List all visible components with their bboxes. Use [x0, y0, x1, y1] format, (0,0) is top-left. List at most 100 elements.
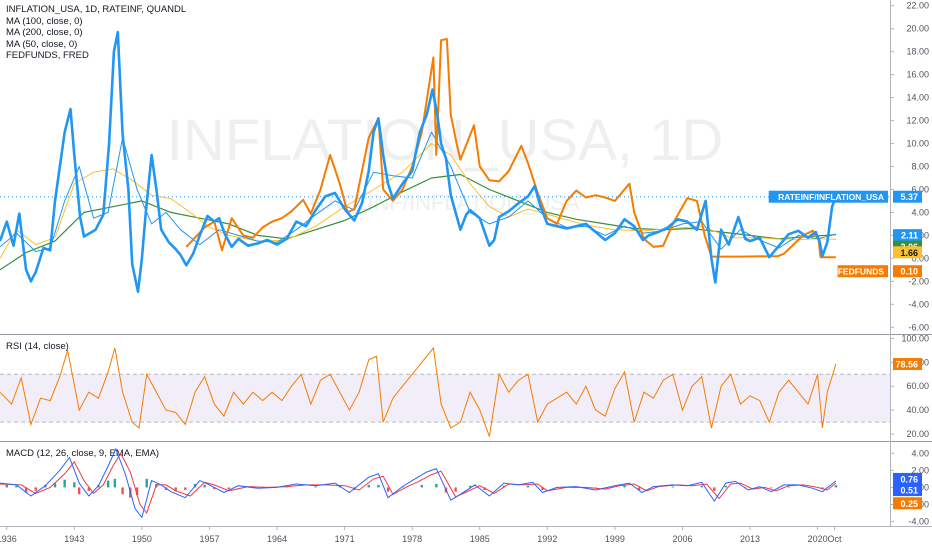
histogram-bar	[73, 482, 76, 488]
histogram-bar	[203, 484, 206, 488]
scale-label-inflation-bg	[768, 190, 888, 203]
x-tick-label: 2020	[808, 534, 828, 544]
y-tick-label: 4.00	[911, 448, 929, 458]
y-tick-label: -4.00	[908, 517, 929, 527]
histogram-bar	[713, 487, 716, 491]
y-tick-label: 60.00	[906, 381, 929, 391]
histogram-bar	[454, 487, 457, 492]
y-tick-label: 10.00	[906, 139, 929, 149]
last-tag-signal: 0.51	[893, 484, 922, 497]
histogram-bar	[77, 487, 81, 495]
last-tag-histogram: 0.25	[893, 497, 922, 510]
last-tag-signal-bg	[893, 484, 922, 497]
last-tag-macd-text: 0.76	[900, 474, 918, 484]
scale-label-inflation: RATEINF/INFLATION_USA	[768, 190, 888, 203]
last-tag-macd: 0.76	[893, 472, 922, 485]
x-tick-label: 1971	[335, 534, 355, 544]
legend-ma50[interactable]: MA (50, close, 0)	[6, 38, 78, 50]
series-inflation	[0, 30, 838, 293]
histogram-bar	[53, 483, 57, 488]
last-tag-rsi: 78.56	[893, 358, 922, 371]
y-tick-label: -6.00	[908, 322, 929, 332]
histogram-bar	[834, 485, 838, 488]
histogram-bar	[113, 478, 117, 488]
legend-ma200[interactable]: MA (200, close, 0)	[6, 27, 83, 38]
y-tick-label: 22.00	[906, 1, 929, 11]
y-tick-label: 8.00	[911, 162, 929, 172]
last-tag-histogram-text: 0.25	[900, 499, 918, 509]
y-tick-label: 14.00	[906, 93, 929, 103]
histogram-bar	[106, 480, 110, 488]
legend-fedfunds[interactable]: FEDFUNDS, FRED	[6, 50, 89, 61]
histogram-bar	[174, 487, 177, 491]
last-tag-signal-text: 0.51	[900, 486, 918, 496]
histogram-bar	[637, 487, 641, 490]
series-signal	[0, 452, 837, 515]
x-tick-label: 1999	[605, 534, 625, 544]
histogram-bar	[135, 487, 139, 496]
histogram-bar	[367, 484, 370, 488]
y-tick-label: 0.00	[911, 253, 929, 263]
histogram-bar	[541, 487, 544, 490]
histogram-bar	[770, 487, 773, 489]
last-tag-rsi-bg	[893, 358, 922, 371]
x-tick-label: 1943	[64, 534, 84, 544]
y-tick-label: 20.00	[906, 429, 929, 439]
histogram-bar	[671, 486, 675, 488]
rsi-legend: RSI (14, close)	[6, 341, 69, 353]
histogram-bar	[145, 478, 148, 488]
last-tag-histogram-bg	[893, 497, 922, 510]
histogram-bar	[377, 484, 380, 488]
macd-legend: MACD (12, 26, close, 9, EMA, EMA)	[6, 448, 159, 460]
x-tick-label: 1950	[132, 534, 152, 544]
last-tag-fedfunds-text: 0.10	[900, 267, 918, 277]
y-tick-label: 18.00	[906, 47, 929, 57]
main-legend: INFLATION_USA, 1D, RATEINF, QUANDL MA (1…	[6, 4, 186, 62]
last-tag-ma100: 2.11	[893, 229, 922, 242]
histogram-bar	[15, 485, 18, 488]
histogram-bar	[420, 484, 424, 488]
last-tag-macd-bg	[893, 472, 922, 485]
series-fedfunds	[185, 38, 836, 259]
last-tag-inflation-bg	[893, 190, 922, 203]
histogram-bar	[227, 487, 230, 490]
last-tag-rsi-text: 78.56	[895, 360, 918, 370]
x-tick-label: 1985	[470, 534, 490, 544]
histogram-bar	[63, 479, 66, 488]
histogram-bar	[314, 486, 317, 488]
y-tick-label: 2.00	[911, 465, 929, 475]
series-macd	[0, 447, 837, 519]
x-tick-label: 1978	[402, 534, 422, 544]
histogram-bar	[184, 487, 187, 490]
histogram-bar	[24, 487, 28, 493]
y-tick-label: -4.00	[908, 299, 929, 309]
last-tag-ma50-bg	[893, 246, 922, 259]
scale-label-fedfunds-text: FEDFUNDS	[838, 267, 885, 277]
y-tick-label: -2.00	[908, 276, 929, 286]
x-tick-label: 1992	[537, 534, 557, 544]
last-tag-inflation-text: 5.37	[900, 192, 918, 202]
legend-macd[interactable]: MACD (12, 26, close, 9, EMA, EMA)	[6, 448, 160, 459]
scale-label-fedfunds-bg	[837, 265, 888, 278]
last-tag-ma50: 1.66	[893, 246, 922, 259]
histogram-bar	[121, 487, 124, 495]
y-tick-label: 20.00	[906, 24, 929, 34]
last-tag-fedfunds-bg	[893, 265, 922, 278]
x-tick-label: Oct	[827, 534, 842, 544]
y-tick-label: 40.00	[906, 405, 929, 415]
y-tick-label: 12.00	[906, 116, 929, 126]
histogram-bar	[468, 485, 472, 488]
x-tick-label: 2006	[672, 534, 692, 544]
legend-rsi[interactable]: RSI (14, close)	[6, 341, 69, 352]
series-rsi	[0, 346, 837, 437]
legend-ma100[interactable]: MA (100, close, 0)	[6, 15, 83, 27]
histogram-bar	[87, 487, 91, 491]
last-tag-inflation: 5.37	[893, 190, 922, 203]
histogram-bar	[623, 485, 626, 488]
last-tag-ma50-text: 1.66	[900, 248, 918, 258]
y-tick-label: 4.00	[911, 207, 929, 217]
legend-title[interactable]: INFLATION_USA, 1D, RATEINF, QUANDL	[6, 4, 187, 15]
histogram-bar	[213, 487, 216, 490]
